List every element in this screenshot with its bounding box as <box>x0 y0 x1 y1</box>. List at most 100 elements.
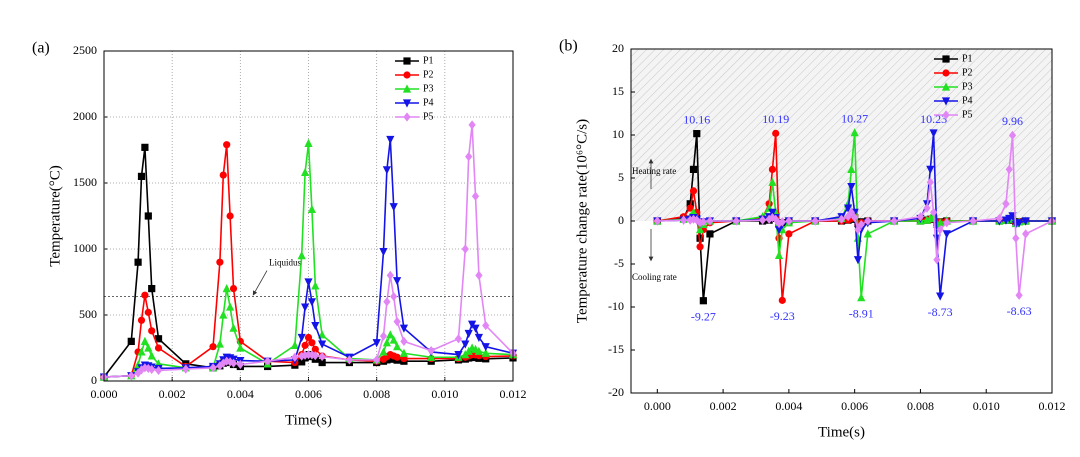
y-tick-label: -10 <box>608 299 624 313</box>
marker <box>475 270 483 280</box>
legend-marker <box>942 55 950 63</box>
marker <box>311 281 320 290</box>
data-label: 10.27 <box>841 111 868 125</box>
marker <box>311 345 319 353</box>
marker <box>847 207 855 217</box>
marker <box>182 364 190 374</box>
marker <box>481 343 490 352</box>
marker <box>468 120 476 130</box>
marker <box>236 343 245 352</box>
marker <box>843 204 853 213</box>
marker <box>372 339 381 348</box>
marker <box>141 363 149 373</box>
marker <box>916 212 925 222</box>
marker <box>140 336 149 345</box>
marker <box>308 339 316 347</box>
marker <box>864 216 872 226</box>
marker <box>481 348 490 357</box>
marker <box>219 310 228 319</box>
marker <box>695 225 705 234</box>
marker <box>137 172 146 180</box>
marker <box>929 129 938 138</box>
data-label: 10.23 <box>920 112 947 126</box>
x-axis-title: Time(s) <box>818 424 865 440</box>
y-tick-label: 2000 <box>73 109 97 123</box>
marker <box>689 207 698 216</box>
x-tick-label: 0.006 <box>295 387 322 401</box>
marker <box>461 340 470 349</box>
marker <box>393 317 401 327</box>
y-tick-label: 15 <box>612 84 624 98</box>
marker <box>144 343 153 352</box>
marker <box>298 351 306 361</box>
x-tick-label: 0.008 <box>907 399 934 413</box>
marker <box>311 321 320 331</box>
marker <box>393 342 402 351</box>
y-tick-label: 5 <box>618 170 624 184</box>
marker <box>307 298 317 307</box>
marker <box>847 183 856 192</box>
marker <box>148 327 156 335</box>
y-tick-label: 1500 <box>73 175 97 189</box>
legend-label: P3 <box>423 83 434 94</box>
marker <box>785 230 793 238</box>
marker <box>382 166 391 175</box>
marker <box>345 355 353 365</box>
marker <box>311 351 319 361</box>
marker <box>137 347 146 356</box>
marker <box>923 203 931 213</box>
data-label: -9.23 <box>770 309 795 323</box>
legend-label: P1 <box>423 55 434 66</box>
marker <box>851 212 859 223</box>
marker <box>689 165 698 173</box>
marker <box>689 187 698 195</box>
y-tick-label: 1000 <box>73 241 97 255</box>
marker <box>219 171 227 179</box>
marker <box>300 167 310 177</box>
legend-marker <box>402 84 412 93</box>
marker <box>154 335 163 343</box>
marker <box>137 365 146 375</box>
marker <box>969 216 977 226</box>
legend-label: P4 <box>423 97 434 108</box>
marker <box>1022 229 1030 239</box>
marker <box>427 346 435 356</box>
marker <box>936 292 945 301</box>
marker <box>942 230 951 239</box>
shaded-region <box>631 49 1052 221</box>
marker <box>154 365 163 376</box>
marker <box>768 165 777 173</box>
marker <box>995 213 1003 224</box>
marker <box>229 323 238 332</box>
panel-label: (b) <box>559 38 578 55</box>
marker <box>454 334 463 344</box>
marker <box>147 351 156 360</box>
marker <box>386 330 395 339</box>
legend-marker <box>942 110 950 120</box>
heating-label: Heating rate <box>632 166 676 176</box>
y-tick-label: 0 <box>618 213 624 227</box>
marker <box>706 216 714 226</box>
marker <box>772 129 780 137</box>
marker <box>850 128 859 137</box>
marker <box>223 141 231 149</box>
marker <box>379 331 388 341</box>
panel-label: (a) <box>32 40 50 57</box>
marker <box>936 225 944 235</box>
data-label: -8.73 <box>928 305 953 319</box>
marker <box>1021 217 1030 226</box>
marker <box>785 216 793 226</box>
data-label: 10.19 <box>762 112 789 126</box>
marker <box>209 343 217 351</box>
marker <box>465 152 473 162</box>
marker <box>144 308 152 316</box>
marker <box>1008 130 1017 140</box>
x-tick-label: 0.012 <box>1039 399 1066 413</box>
data-label: -8.91 <box>849 306 874 320</box>
marker <box>304 333 313 342</box>
y-tick-label: 2500 <box>73 43 97 57</box>
marker <box>943 218 951 228</box>
marker <box>427 352 436 361</box>
marker <box>774 250 784 259</box>
